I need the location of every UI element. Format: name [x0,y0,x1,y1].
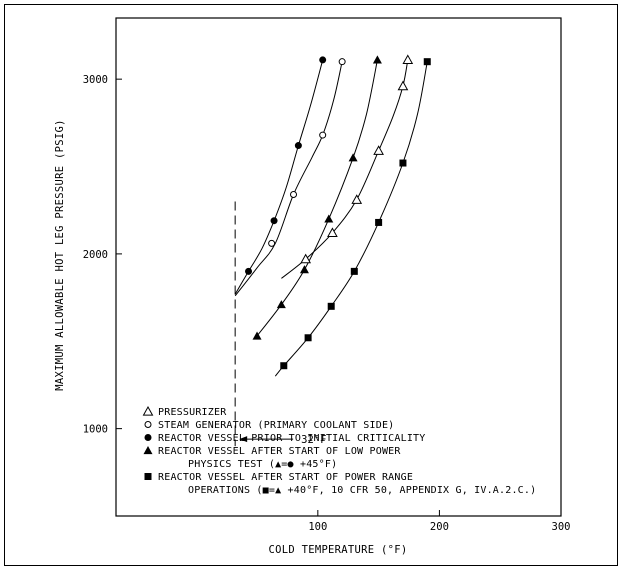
legend-label: PHYSICS TEST (▲=● +45°F) [188,459,337,470]
series-curve [274,61,428,377]
data-points [245,54,431,370]
data-point [252,331,262,340]
data-point [304,334,312,342]
legend-label: OPERATIONS (■=▲ +40°F, 10 CFR 50, APPEND… [188,485,536,496]
data-point [351,194,363,204]
data-point [299,265,309,274]
x-tick-label: 200 [430,521,449,533]
figure-frame [4,4,618,566]
data-point [300,253,312,264]
y-tick-label: 1000 [83,424,108,436]
y-tick-label: 3000 [83,74,108,86]
y-axis-title: MAXIMUM ALLOWABLE HOT LEG PRESSURE (PSIG… [54,119,66,390]
data-point [399,159,407,167]
y-tick-label: 2000 [83,249,108,261]
data-point [338,58,346,66]
x-tick-label: 100 [308,521,327,533]
data-point [350,267,358,275]
data-point [373,145,384,155]
fitted-curves [234,59,428,377]
data-point [245,267,253,275]
series-curve [234,59,324,295]
data-point [402,54,414,65]
data-point [294,142,302,150]
legend-label: REACTOR VESSEL AFTER START OF POWER RANG… [158,472,413,483]
axis-ticks: 100 200 300 1000 2000 3000 [83,74,571,533]
legend-symbol [144,421,152,428]
data-point [348,153,358,162]
data-point [397,80,409,91]
series-curve [281,59,409,279]
data-point [290,190,298,198]
data-point [319,56,327,64]
legend-symbol [144,434,152,441]
data-point [280,362,288,370]
data-point [319,131,327,139]
data-point [372,55,382,64]
data-point [423,58,431,66]
legend-label: REACTOR VESSEL AFTER START OF LOW POWER [158,446,401,457]
x-axis-title: COLD TEMPERATURE (°F) [268,544,407,556]
legend-label: STEAM GENERATOR (PRIMARY COOLANT SIDE) [158,420,394,431]
legend-symbol [142,405,154,416]
data-point [276,300,286,309]
legend-symbol [143,446,153,455]
data-point [324,214,334,223]
data-point [327,227,338,238]
data-point [268,239,276,247]
plot-area [115,17,562,517]
series-curve [256,59,378,337]
legend-label: REACTOR VESSEL PRIOR TO INITIAL CRITICAL… [158,433,425,444]
series-curve [234,61,343,297]
limit-label: 32°F [301,434,326,446]
legend-label: PRESSURIZER [158,407,227,418]
legend: PRESSURIZER STEAM GENERATOR (PRIMARY COOL… [142,405,536,496]
data-point [327,302,335,310]
data-point [375,218,383,226]
legend-symbol [144,473,152,480]
data-point [270,217,278,225]
x-tick-label: 300 [552,521,571,533]
limit-arrow-head [239,436,248,443]
temperature-limit-line: 32°F [234,201,326,447]
